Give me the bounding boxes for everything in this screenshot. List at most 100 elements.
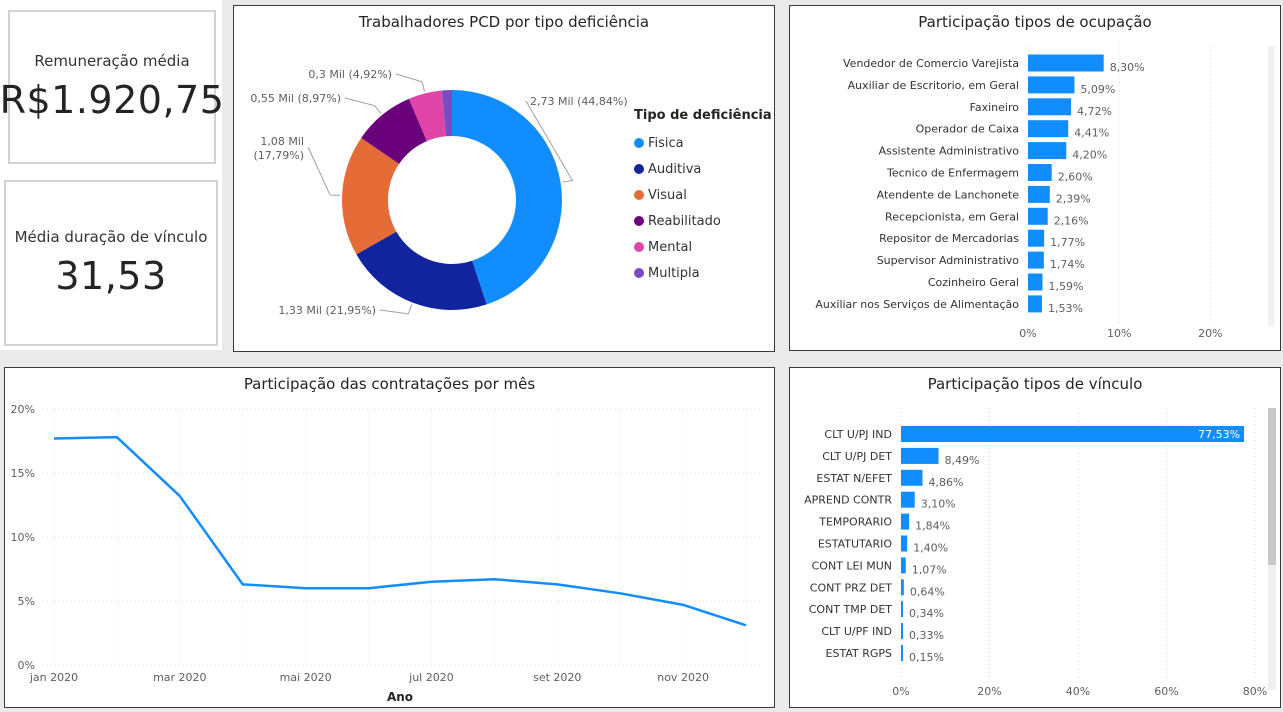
bar-tecnico-de-enfermagem[interactable]	[1028, 164, 1052, 181]
bar-estat-n-efet[interactable]	[901, 469, 923, 486]
bar-value-label: 1,59%	[1049, 280, 1084, 293]
bar-faxineiro[interactable]	[1028, 98, 1072, 116]
occupation-chart-title: Participação tipos de ocupação	[918, 13, 1152, 31]
donut-slice-multipla[interactable]	[441, 90, 452, 137]
x-tick-label: 40%	[1066, 685, 1090, 698]
bar-cont-prz-det[interactable]	[901, 579, 904, 596]
bar-clt-u-pf-ind[interactable]	[901, 623, 903, 640]
bar-cont-lei-mun[interactable]	[901, 557, 906, 574]
donut-chart[interactable]: 2,73 Mil (44,84%) 1,33 Mil (21,95%) 1,08 M…	[234, 6, 774, 351]
category-label: Assistente Administrativo	[879, 145, 1020, 158]
occupation-chart-card[interactable]: Participação tipos de ocupação 0% 10% 20% V…	[789, 5, 1281, 351]
bar-assistente-administrativo[interactable]	[1028, 142, 1067, 160]
x-axis-title: Ano	[387, 690, 413, 704]
vinculo-scrollbar[interactable]	[1268, 408, 1276, 690]
line-chart[interactable]: 0% 5% 10% 15% 20% jan 2020 mar 2020 mai 2020 jul…	[5, 368, 774, 707]
occupation-bar-chart[interactable]: 0% 10% 20% Vendedor de Comercio Varejista 8,…	[790, 6, 1280, 350]
donut-data-label: 2,73 Mil (44,84%)	[530, 95, 628, 108]
category-label: CONT LEI MUN	[812, 559, 892, 572]
legend-item-reabilitado[interactable]: Reabilitado	[634, 208, 772, 234]
donut-chart-card[interactable]: Trabalhadores PCD por tipo deficiência 2…	[233, 5, 775, 352]
bar-value-label: 4,41%	[1074, 127, 1109, 140]
legend-label: Auditiva	[648, 161, 702, 177]
vinculo-bar-chart[interactable]: 0% 20% 40% 60% 80% CLT U/PJ IND 77,53% CLT U/PJ…	[790, 368, 1280, 707]
legend-item-visual[interactable]: Visual	[634, 182, 772, 208]
legend-label: Fisica	[648, 135, 684, 151]
y-tick-label: 20%	[11, 403, 35, 416]
legend-label: Multipla	[648, 265, 700, 281]
category-label: Vendedor de Comercio Varejista	[843, 57, 1019, 70]
bar-estat-rgps[interactable]	[901, 645, 903, 661]
bar-value-label: 4,20%	[1072, 149, 1107, 162]
y-tick-label: 10%	[11, 531, 35, 544]
bar-supervisor-administrativo[interactable]	[1028, 251, 1044, 269]
line-series[interactable]	[53, 435, 747, 627]
x-tick-label: 80%	[1243, 685, 1267, 698]
vinculo-chart-card[interactable]: Participação tipos de vínculo 0% 20% 40% 60…	[789, 367, 1281, 708]
donut-slice-fisica[interactable]	[452, 90, 562, 305]
occupation-scrollbar[interactable]	[1268, 46, 1274, 326]
legend-item-multipla[interactable]: Multipla	[634, 260, 772, 286]
donut-data-label: 0,55 Mil (8,97%)	[250, 92, 341, 105]
legend-title: Tipo de deficiência	[634, 108, 772, 123]
bar-value-label: 2,39%	[1056, 192, 1091, 205]
bar-cozinheiro-geral[interactable]	[1028, 273, 1043, 291]
x-tick-label: mai 2020	[280, 671, 332, 684]
kpi-label-remuneracao: Remuneração média	[34, 52, 190, 70]
bar-clt-u-pj-det[interactable]	[901, 447, 939, 464]
bar-value-label: 1,07%	[912, 563, 947, 576]
category-label: ESTAT RGPS	[826, 647, 892, 660]
bar-auxiliar-nos-servicos-de-alimentacao[interactable]	[1028, 295, 1042, 313]
vinculo-scrollbar-thumb[interactable]	[1268, 408, 1276, 565]
category-label: Tecnico de Enfermagem	[886, 167, 1019, 180]
bar-value-label: 2,60%	[1058, 171, 1093, 184]
category-label: ESTATUTARIO	[818, 538, 893, 551]
donut-leader-line	[344, 97, 382, 114]
bar-atendente-de-lanchonete[interactable]	[1028, 185, 1050, 203]
bar-temporario[interactable]	[901, 513, 910, 530]
bar-vendedor-de-comercio-varejista[interactable]	[1028, 54, 1104, 72]
x-tick-label: mar 2020	[153, 671, 206, 684]
donut-slice-auditiva[interactable]	[356, 231, 487, 311]
bar-value-label: 0,34%	[909, 607, 944, 620]
legend-dot-icon	[634, 216, 644, 226]
bar-value-label: 1,53%	[1048, 302, 1083, 315]
legend-label: Reabilitado	[648, 213, 721, 229]
legend-item-auditiva[interactable]: Auditiva	[634, 156, 772, 182]
bar-recepcionista-em-geral[interactable]	[1028, 207, 1048, 225]
category-label: CLT U/PJ IND	[824, 428, 892, 441]
legend-item-fisica[interactable]: Fisica	[634, 130, 772, 156]
donut-legend: Tipo de deficiência Fisica Auditiva Visual…	[634, 108, 772, 286]
legend-item-mental[interactable]: Mental	[634, 234, 772, 260]
bar-repositor-de-mercadorias[interactable]	[1028, 229, 1045, 247]
kpi-card-duracao[interactable]: Média duração de vínculo 31,53	[4, 180, 218, 346]
category-label: Faxineiro	[970, 101, 1020, 114]
legend-dot-icon	[634, 164, 644, 174]
bar-value-label: 4,86%	[929, 476, 964, 489]
bar-clt-u-pj-ind[interactable]	[901, 426, 1245, 442]
bar-estatutario[interactable]	[901, 535, 908, 552]
bar-cont-tmp-det[interactable]	[901, 601, 903, 618]
donut-slice-reabilitado[interactable]	[361, 98, 427, 164]
bar-value-label: 0,64%	[910, 585, 945, 598]
kpi-card-remuneracao[interactable]: Remuneração média R$1.920,75	[0, 10, 224, 164]
bar-auxiliar-de-escritorio-em-geral[interactable]	[1028, 76, 1075, 94]
donut-slice-visual[interactable]	[342, 137, 400, 255]
category-label: Repositor de Mercadorias	[879, 232, 1019, 245]
line-chart-card[interactable]: Participação das contratações por mês 0%…	[4, 367, 775, 708]
bar-value-label: 1,84%	[915, 520, 950, 533]
donut-leader-line	[525, 100, 574, 183]
bar-value-label: 5,09%	[1080, 83, 1115, 96]
x-tick-label: nov 2020	[657, 671, 709, 684]
bar-value-label: 2,16%	[1054, 214, 1089, 227]
category-label: CONT TMP DET	[809, 603, 893, 616]
y-tick-label: 5%	[18, 595, 35, 608]
donut-leader-line	[395, 73, 425, 92]
bar-operador-de-caixa[interactable]	[1028, 120, 1069, 138]
category-label: APREND CONTR	[804, 494, 892, 507]
bar-value-label: 1,74%	[1050, 258, 1085, 271]
donut-data-label: 0,3 Mil (4,92%)	[308, 68, 392, 81]
donut-slice-mental[interactable]	[408, 90, 447, 142]
kpi-column: Remuneração média R$1.920,75 Média duraç…	[0, 0, 224, 350]
bar-aprend-contr[interactable]	[901, 491, 915, 508]
